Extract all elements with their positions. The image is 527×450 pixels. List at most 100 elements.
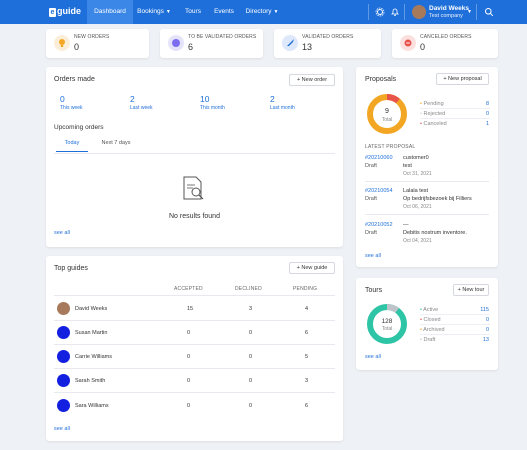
new-order-button[interactable]: + New order	[289, 74, 335, 86]
stat-value: 13	[302, 42, 313, 52]
accepted-count: 0	[187, 403, 191, 409]
nav-dashboard[interactable]: Dashboard	[87, 0, 133, 24]
declined-count: 0	[249, 403, 253, 409]
divider	[54, 320, 335, 321]
tab-today[interactable]: Today	[56, 140, 88, 152]
divider	[54, 295, 335, 296]
guide-name[interactable]: Sara Williams	[75, 403, 109, 409]
new-proposal-button[interactable]: + New proposal	[436, 73, 489, 85]
stat-card-validated[interactable]: VALIDATED ORDERS 13	[274, 29, 381, 58]
top-guides-title: Top guides	[54, 265, 88, 272]
stat-value: 0	[74, 42, 80, 52]
orders-last-month-value[interactable]: 2	[270, 94, 275, 104]
avatar	[57, 350, 70, 363]
legend-canceled: • Canceled	[420, 121, 447, 127]
legend-draft: • Draft	[420, 337, 436, 343]
avatar[interactable]	[412, 5, 426, 19]
divider	[420, 324, 490, 325]
nav-events[interactable]: Events	[214, 8, 234, 15]
divider	[404, 4, 405, 20]
accepted-count: 0	[187, 378, 191, 384]
new-guide-button[interactable]: + New guide	[289, 262, 335, 274]
orders-this-week-label[interactable]: This week	[60, 105, 83, 111]
divider	[365, 181, 489, 182]
legend-pending: • Pending	[420, 101, 444, 107]
declined-count: 0	[249, 378, 253, 384]
rocket-icon	[282, 35, 298, 51]
avatar	[57, 399, 70, 412]
legend-rejected-value[interactable]: 0	[485, 111, 489, 117]
legend-pending-value[interactable]: 8	[485, 101, 489, 107]
logo[interactable]: e guide	[49, 6, 81, 17]
divider	[420, 334, 490, 335]
chevron-down-icon: ▼	[273, 9, 279, 15]
guide-name[interactable]: Susan Martin	[75, 330, 108, 336]
chevron-down-icon: ▼	[165, 9, 171, 15]
new-tour-button[interactable]: + New tour	[453, 284, 489, 296]
orders-title: Orders made	[54, 76, 95, 83]
avatar	[57, 326, 70, 339]
tours-total-label: Total	[381, 326, 393, 332]
guide-name[interactable]: David Weeks	[75, 306, 108, 312]
pending-count: 6	[305, 403, 309, 409]
legend-canceled-value[interactable]: 1	[485, 121, 489, 127]
tours-see-all-link[interactable]: see all	[365, 354, 381, 360]
search-icon[interactable]	[484, 7, 494, 17]
nav-directory[interactable]: Directory ▼	[245, 8, 279, 15]
orders-this-month-value[interactable]: 10	[200, 94, 210, 104]
stat-value: 0	[420, 42, 426, 52]
nav-bookings[interactable]: Bookings ▼	[137, 8, 171, 15]
stat-label: VALIDATED ORDERS	[302, 34, 354, 40]
nav-tours[interactable]: Tours	[185, 8, 201, 15]
orders-this-month-label[interactable]: This month	[200, 105, 225, 111]
guides-see-all-link[interactable]: see all	[54, 426, 70, 432]
settings-icon[interactable]	[375, 7, 385, 17]
pending-count: 3	[305, 378, 309, 384]
proposals-total-label: Total	[381, 117, 393, 123]
proposals-see-all-link[interactable]: see all	[365, 253, 381, 259]
col-declined[interactable]: DECLINED	[235, 286, 262, 292]
divider	[54, 368, 335, 369]
orders-this-week-value[interactable]: 0	[60, 94, 65, 104]
orders-card: Orders made + New order 0 This week 2 La…	[46, 67, 343, 247]
legend-archived-value[interactable]: 0	[485, 327, 489, 333]
bell-icon[interactable]	[390, 7, 400, 17]
orders-last-week-label[interactable]: Last week	[130, 105, 153, 111]
stat-label: CANCELED ORDERS	[420, 34, 472, 40]
tours-donut-chart	[367, 304, 407, 344]
chevron-down-icon[interactable]: ▼	[467, 9, 472, 15]
proposals-total: 9	[385, 108, 389, 115]
empty-state-text: No results found	[169, 213, 220, 220]
orders-last-week-value[interactable]: 2	[130, 94, 135, 104]
tours-total: 128	[381, 318, 393, 325]
tab-next-7-days[interactable]: Next 7 days	[101, 140, 131, 146]
upcoming-title: Upcoming orders	[54, 124, 104, 131]
latest-proposal-title: LATEST PROPOSAL	[365, 144, 416, 150]
stat-label: TO BE VALIDATED ORDERS	[188, 34, 257, 40]
legend-closed-value[interactable]: 0	[485, 317, 489, 323]
declined-count: 0	[249, 354, 253, 360]
pending-count: 6	[305, 330, 309, 336]
guide-name[interactable]: Sarah Smith	[75, 378, 106, 384]
divider	[54, 153, 335, 154]
orders-see-all-link[interactable]: see all	[54, 230, 70, 236]
legend-draft-value[interactable]: 13	[482, 337, 489, 343]
hourglass-icon	[168, 35, 184, 51]
pending-count: 4	[305, 306, 309, 312]
top-guides-card: Top guides + New guide ACCEPTED DECLINED…	[46, 256, 343, 441]
pending-count: 5	[305, 354, 309, 360]
stat-label: NEW ORDERS	[74, 34, 110, 40]
divider	[54, 392, 335, 393]
legend-active-value[interactable]: 115	[480, 307, 489, 313]
guide-name[interactable]: Carrie Williams	[75, 354, 112, 360]
proposals-card: Proposals + New proposal 9 Total • Pendi…	[356, 67, 498, 267]
stat-card-canceled[interactable]: CANCELED ORDERS 0	[392, 29, 498, 58]
tours-title: Tours	[365, 287, 383, 294]
col-pending[interactable]: PENDING	[293, 286, 318, 292]
user-name[interactable]: David Weeks	[429, 5, 469, 12]
col-accepted[interactable]: ACCEPTED	[174, 286, 203, 292]
orders-last-month-label[interactable]: Last month	[270, 105, 295, 111]
proposals-donut-chart	[367, 94, 407, 134]
stat-card-new-orders[interactable]: NEW ORDERS 0	[46, 29, 149, 58]
stat-card-to-be-validated[interactable]: TO BE VALIDATED ORDERS 6	[160, 29, 263, 58]
